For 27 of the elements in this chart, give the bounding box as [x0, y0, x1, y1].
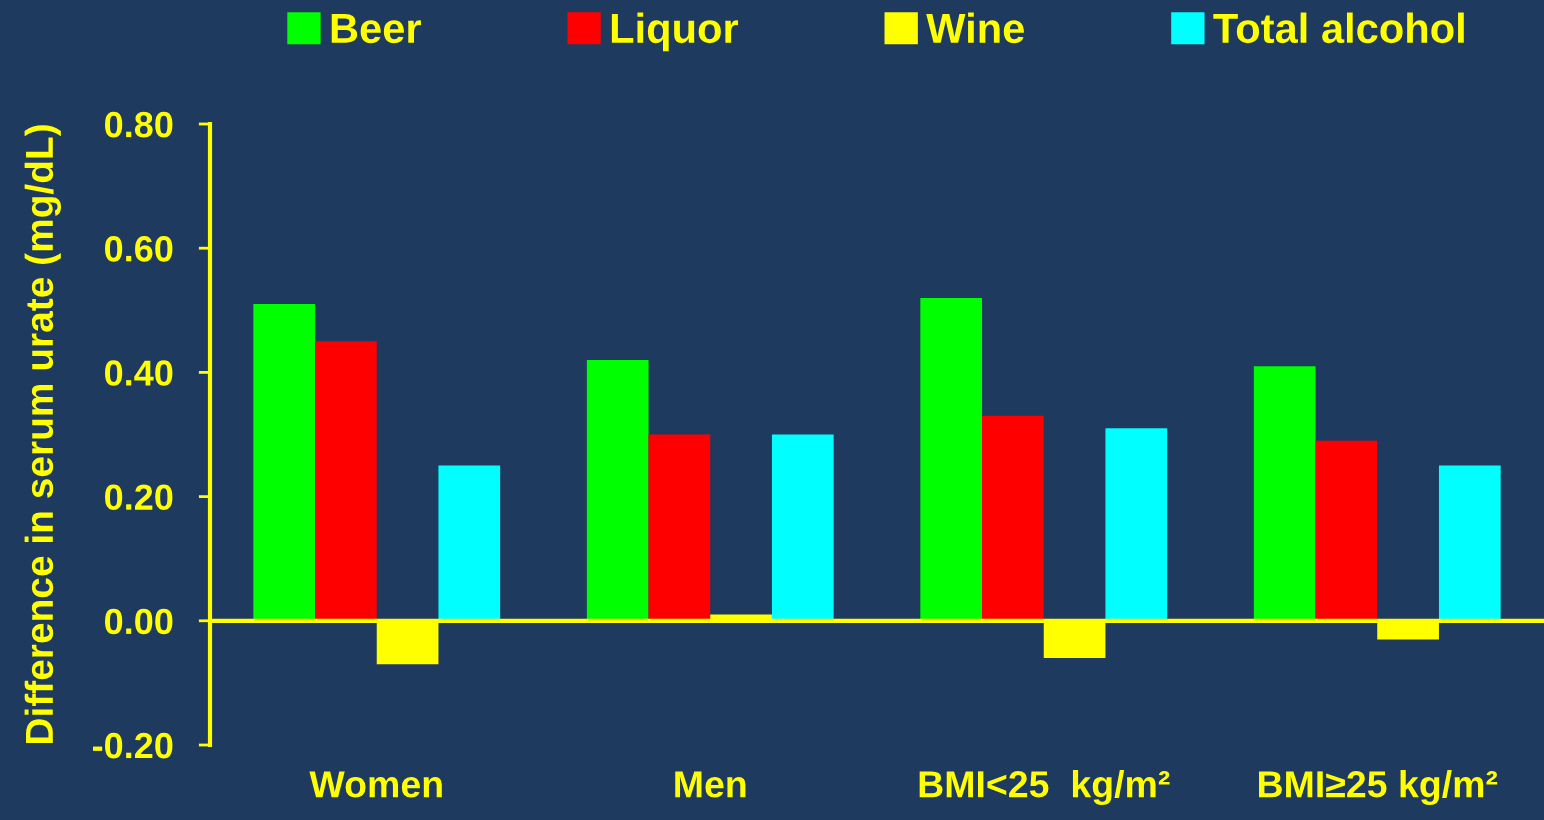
- bar: [648, 434, 711, 621]
- x-tick-label: BMI≥25 kg/m²: [1259, 770, 1498, 806]
- bar: [253, 304, 316, 621]
- bar: [586, 359, 649, 621]
- bar: [438, 465, 501, 621]
- y-tick-label: -0.20: [93, 732, 173, 759]
- y-axis-title: Difference in serum urate (mg/dL): [24, 125, 62, 744]
- legend-label: Wine: [926, 12, 1024, 44]
- y-tick-label: 0.80: [105, 111, 173, 138]
- bar: [1438, 465, 1501, 621]
- bar: [982, 415, 1044, 621]
- legend-label: Liquor: [611, 12, 739, 52]
- bar: [1315, 440, 1378, 621]
- bar: [1105, 428, 1168, 621]
- bar: [315, 341, 377, 621]
- bar: [771, 434, 834, 621]
- y-tick-label: 0.60: [105, 236, 173, 262]
- x-tick-label: BMI<25 kg/m²: [919, 770, 1170, 806]
- y-tick-label: 0.00: [105, 608, 173, 635]
- y-tick-label: 0.40: [105, 360, 173, 386]
- x-tick-label: Men: [675, 771, 746, 798]
- legend-label: Total alcohol: [1213, 12, 1464, 44]
- y-tick-label: 0.20: [105, 484, 173, 511]
- bar: [920, 297, 983, 621]
- bar: [1253, 366, 1316, 621]
- legend-label: Beer: [331, 14, 421, 44]
- x-tick-label: Women: [309, 771, 442, 798]
